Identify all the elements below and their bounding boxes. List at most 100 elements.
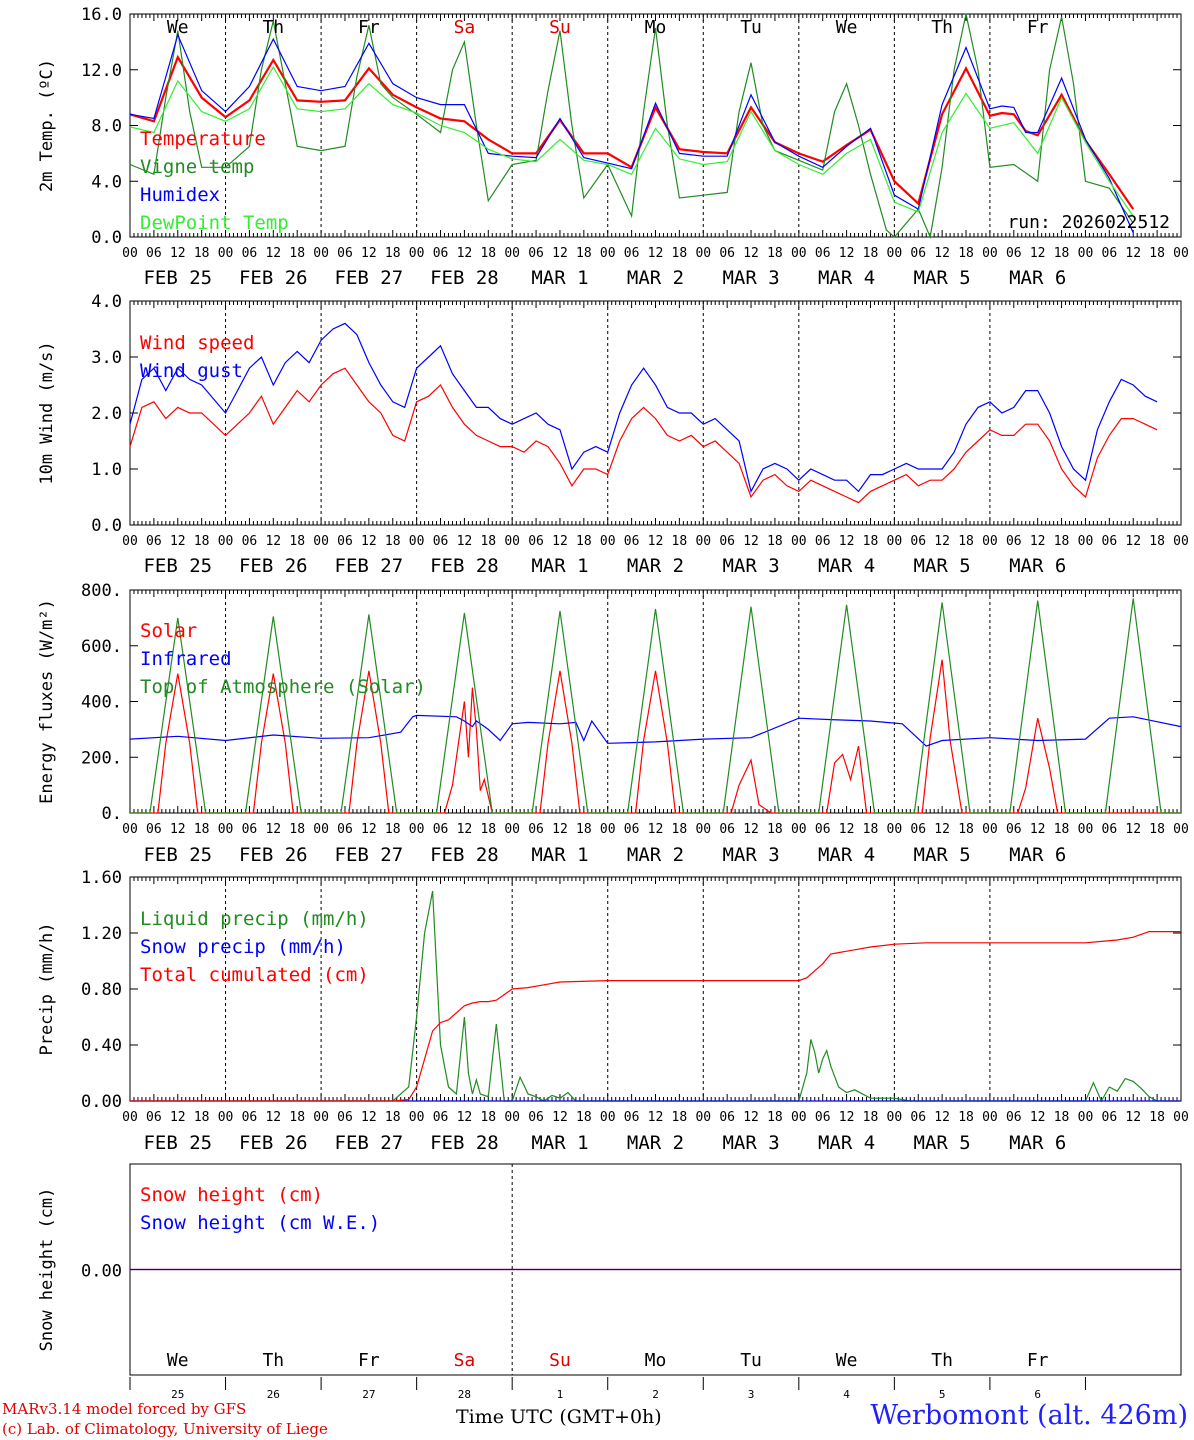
y-axis-label: 2m Temp. (ºC): [37, 59, 57, 192]
y-tick-label: 1.60: [81, 868, 122, 888]
hour-tick-label: 18: [289, 246, 305, 261]
hour-tick-label: 00: [695, 822, 711, 837]
date-label: FEB 28: [430, 267, 499, 289]
date-label: MAR 6: [1009, 844, 1066, 866]
date-label: MAR 2: [627, 267, 684, 289]
y-tick-label: 8.0: [91, 117, 122, 137]
weekday-label: Su: [549, 17, 571, 38]
hour-tick-label: 06: [337, 822, 353, 837]
hour-tick-label: 06: [433, 246, 449, 261]
date-label: MAR 4: [818, 844, 875, 866]
hour-tick-label: 00: [409, 246, 425, 261]
hour-tick-label: 18: [863, 822, 879, 837]
hour-tick-label: 06: [624, 534, 640, 549]
hour-tick-label: 18: [194, 534, 210, 549]
hour-tick-label: 18: [863, 246, 879, 261]
hour-tick-label: 12: [1125, 1110, 1141, 1125]
hour-tick-label: 12: [839, 822, 855, 837]
hour-tick-label: 06: [910, 534, 926, 549]
date-label: MAR 4: [818, 267, 875, 289]
hour-tick-label: 18: [1054, 246, 1070, 261]
plot-frame: [129, 13, 1182, 238]
hour-tick-label: 00: [791, 534, 807, 549]
hour-tick-label: 00: [122, 246, 138, 261]
date-label: FEB 27: [335, 555, 404, 577]
hour-tick-label: 12: [170, 822, 186, 837]
hour-tick-label: 12: [1125, 822, 1141, 837]
hour-tick-label: 06: [815, 822, 831, 837]
hour-tick-label: 18: [385, 246, 401, 261]
hour-tick-label: 00: [409, 1110, 425, 1125]
hour-tick-label: 12: [361, 534, 377, 549]
hour-tick-label: 12: [170, 246, 186, 261]
weekday-label: Fr: [1027, 1350, 1049, 1371]
weekday-label: Sa: [454, 1350, 476, 1371]
date-label: MAR 5: [914, 555, 971, 577]
y-axis-label: Energy fluxes (W/m²): [37, 599, 57, 804]
legend-entry: Liquid precip (mm/h): [140, 908, 369, 930]
hour-tick-label: 18: [1054, 534, 1070, 549]
hour-tick-label: 18: [1149, 534, 1165, 549]
date-label: MAR 1: [531, 267, 588, 289]
hour-tick-label: 18: [863, 1110, 879, 1125]
hour-tick-label: 18: [289, 534, 305, 549]
legend-entry: Snow height (cm): [140, 1184, 323, 1206]
panel-5: 0.00 Snow height (cm) Snow height (cm) Snow…: [37, 1163, 1182, 1376]
date-label: MAR 5: [914, 267, 971, 289]
hour-tick-label: 12: [552, 822, 568, 837]
hour-tick-label: 00: [409, 822, 425, 837]
date-label: MAR 5: [914, 844, 971, 866]
y-tick-label: 400.: [81, 693, 122, 713]
hour-tick-label: 06: [528, 246, 544, 261]
hour-tick-label: 12: [1125, 534, 1141, 549]
panel-1: 00 06 12 18 00 06 12 18 00 06 12 18 00 06 12 18 00 06 12 18…: [37, 5, 1189, 289]
hour-tick-label: 00: [600, 534, 616, 549]
hour-tick-label: 00: [695, 534, 711, 549]
hour-tick-label: 18: [958, 246, 974, 261]
hour-tick-label: 00: [1078, 822, 1094, 837]
hour-tick-label: 06: [1006, 1110, 1022, 1125]
date-label: FEB 26: [239, 555, 308, 577]
date-label: MAR 2: [627, 844, 684, 866]
hour-tick-label: 06: [910, 246, 926, 261]
hour-tick-label: 12: [1030, 534, 1046, 549]
hour-tick-label: 06: [242, 246, 258, 261]
hour-tick-label: 18: [1149, 1110, 1165, 1125]
hour-tick-label: 06: [337, 1110, 353, 1125]
hour-tick-label: 18: [480, 822, 496, 837]
legend-entry: DewPoint Temp: [140, 212, 289, 234]
date-label: FEB 26: [239, 844, 308, 866]
hour-tick-label: 18: [480, 534, 496, 549]
hour-tick-label: 18: [958, 822, 974, 837]
weekday-label: Th: [262, 1350, 284, 1371]
hour-tick-label: 06: [719, 1110, 735, 1125]
hour-tick-label: 00: [1173, 534, 1189, 549]
hour-tick-label: 12: [170, 534, 186, 549]
y-tick-label: 0.00: [81, 1262, 122, 1282]
weekday-label: Th: [931, 17, 953, 38]
hour-tick-label: 18: [385, 822, 401, 837]
y-tick-label: 2.0: [91, 404, 122, 424]
date-label: MAR 3: [722, 1132, 779, 1154]
hour-tick-label: 00: [887, 1110, 903, 1125]
hour-tick-label: 12: [1030, 246, 1046, 261]
y-tick-label: 3.0: [91, 348, 122, 368]
hour-tick-label: 00: [504, 534, 520, 549]
day-number: 2: [652, 1388, 659, 1400]
hour-tick-label: 18: [576, 1110, 592, 1125]
hour-tick-label: 18: [767, 822, 783, 837]
y-axis-label: 10m Wind (m/s): [37, 341, 57, 484]
date-label: MAR 3: [722, 844, 779, 866]
date-label: MAR 2: [627, 555, 684, 577]
date-label: FEB 25: [143, 844, 212, 866]
hour-tick-label: 06: [528, 1110, 544, 1125]
hour-tick-label: 18: [672, 1110, 688, 1125]
hour-tick-label: 06: [146, 1110, 162, 1125]
hour-tick-label: 18: [480, 246, 496, 261]
hour-tick-label: 06: [910, 822, 926, 837]
hour-tick-label: 12: [361, 1110, 377, 1125]
hour-tick-label: 00: [887, 534, 903, 549]
hour-tick-label: 00: [313, 246, 329, 261]
hour-tick-label: 00: [313, 1110, 329, 1125]
weekday-label: We: [167, 1350, 189, 1371]
